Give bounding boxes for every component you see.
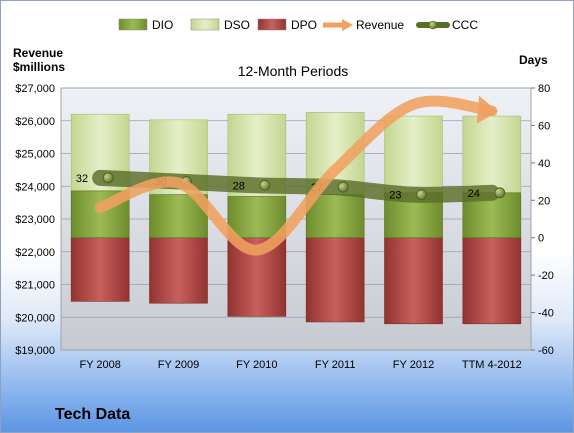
legend-label: DSO <box>224 18 250 32</box>
legend-swatch-dpo <box>257 18 287 31</box>
ccc-data-label: 32 <box>76 173 88 185</box>
gridlines <box>61 87 531 351</box>
ccc-data-label: 24 <box>468 188 480 200</box>
left-tick-label: $23,000 <box>15 214 55 226</box>
left-tick-label: $22,000 <box>15 247 55 259</box>
left-tick-label: $26,000 <box>15 116 55 128</box>
ccc-point <box>416 189 427 201</box>
category-label: FY 2011 <box>315 359 356 371</box>
legend: DIO DSO DPO Revenue CCC <box>118 18 478 32</box>
legend-label: CCC <box>452 18 478 32</box>
left-tick-label: $19,000 <box>15 345 55 357</box>
ccc-point <box>259 179 271 191</box>
right-axis-title: Days <box>519 53 548 67</box>
legend-label: DPO <box>291 18 317 32</box>
right-tick-label: -60 <box>538 345 554 357</box>
category-label: FY 2008 <box>79 359 120 371</box>
ccc-point <box>102 172 114 184</box>
category-label: FY 2012 <box>393 359 434 371</box>
dso-bar <box>462 115 522 194</box>
legend-label: DIO <box>152 18 173 32</box>
left-axis-title-line1: Revenue <box>13 46 63 60</box>
category-label: FY 2009 <box>158 359 199 371</box>
left-tick-label: $20,000 <box>15 312 55 324</box>
chart-title: 12-Month Periods <box>238 63 349 79</box>
legend-swatch-dio <box>118 18 148 31</box>
right-tick-label: 0 <box>538 233 544 245</box>
legend-arrowhead <box>342 19 353 31</box>
right-tick-label: 80 <box>538 83 550 95</box>
left-axis-title-line2: $millions <box>13 60 65 74</box>
dpo-bar <box>305 237 365 323</box>
axes: $19,000 $20,000 $21,000 $22,000 $23,000 $24,0… <box>15 83 554 371</box>
left-tick-label: $27,000 <box>15 83 55 95</box>
legend-dot <box>428 20 438 30</box>
revenue-arrowhead <box>476 95 498 124</box>
revenue-line <box>94 95 498 256</box>
dio-bar <box>227 196 287 239</box>
category-label: FY 2010 <box>236 359 277 371</box>
dpo-bar <box>384 237 443 325</box>
ccc-point <box>494 187 506 199</box>
right-tick-label: 40 <box>538 158 550 170</box>
company-name: Tech Data <box>55 406 131 423</box>
ccc-data-label: 23 <box>389 190 401 202</box>
legend-swatch-dso <box>190 18 220 31</box>
dpo-bar <box>462 237 522 325</box>
dso-bar <box>384 115 443 194</box>
right-tick-label: -40 <box>538 308 554 320</box>
left-tick-label: $24,000 <box>15 181 55 193</box>
legend-label: Revenue <box>356 18 404 32</box>
right-tick-label: 60 <box>538 120 550 132</box>
ccc-data-label: 28 <box>233 180 245 192</box>
ccc-point <box>337 181 349 193</box>
left-tick-label: $25,000 <box>15 149 55 161</box>
category-label: TTM 4-2012 <box>462 359 522 371</box>
right-tick-label: -20 <box>538 270 554 282</box>
right-tick-label: 20 <box>538 195 550 207</box>
dpo-bar <box>149 237 208 304</box>
dpo-bar <box>70 237 130 302</box>
dio-bar <box>305 194 365 239</box>
left-tick-label: $21,000 <box>15 280 55 292</box>
